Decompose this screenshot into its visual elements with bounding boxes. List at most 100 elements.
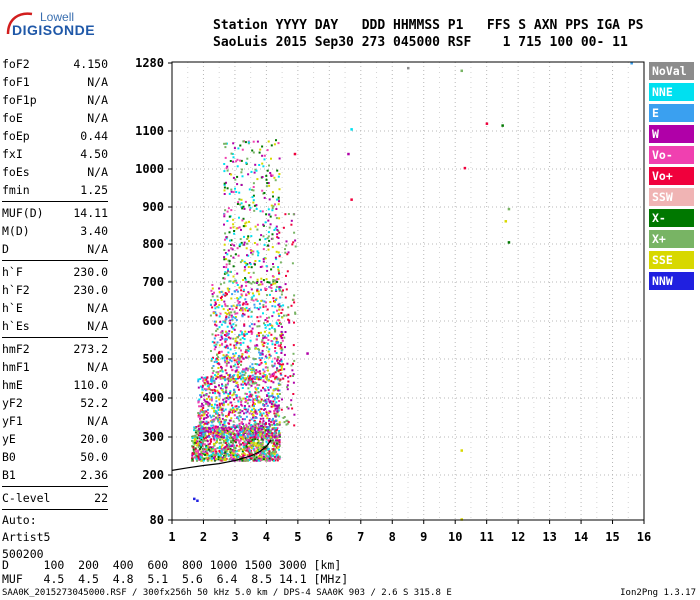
echo-point [233, 398, 235, 401]
echo-point [245, 424, 248, 427]
echo-point [248, 442, 251, 445]
echo-point [239, 261, 242, 264]
echo-point [218, 421, 221, 424]
echo-point [215, 453, 218, 456]
echo-point [277, 414, 280, 417]
echo-point [257, 391, 260, 394]
param-row: fmin 1.25 [2, 181, 108, 199]
echo-point [254, 375, 257, 378]
echo-point [262, 386, 264, 389]
echo-point [257, 455, 260, 458]
echo-point [259, 401, 262, 404]
echo-point [253, 382, 256, 385]
echo-point [251, 431, 254, 434]
echo-point [229, 160, 232, 162]
echo-point [236, 416, 239, 419]
echo-point [238, 304, 241, 307]
legend-item-w: W [649, 125, 694, 143]
x-tick-label: 5 [294, 530, 301, 544]
echo-point [261, 357, 264, 360]
echo-point [277, 268, 280, 271]
sporadic-point [630, 62, 633, 65]
echo-point [217, 356, 219, 359]
echo-point [278, 315, 281, 317]
echo-point [212, 432, 215, 435]
echo-point [209, 446, 212, 449]
echo-point [223, 359, 226, 362]
echo-point [250, 410, 253, 413]
echo-point [230, 366, 233, 369]
echo-point [223, 419, 226, 422]
echo-point [279, 305, 282, 308]
echo-point [197, 453, 200, 456]
echo-point [232, 352, 235, 355]
param-value: 2.36 [80, 468, 108, 482]
echo-point [245, 356, 247, 359]
echo-point [250, 315, 253, 318]
echo-point [240, 286, 243, 289]
echo-point [221, 413, 224, 416]
echo-point [230, 445, 233, 448]
echo-point [209, 414, 212, 417]
echo-point [279, 345, 282, 347]
echo-point [205, 378, 208, 381]
echo-point [243, 241, 246, 244]
echo-point [224, 346, 227, 349]
echo-point [260, 413, 263, 416]
echo-point [262, 372, 265, 375]
echo-point [274, 371, 277, 374]
echo-point [254, 377, 257, 380]
echo-point [215, 436, 218, 438]
echo-point [225, 399, 228, 402]
echo-point [244, 459, 247, 462]
echo-point [221, 456, 224, 459]
echo-point [244, 351, 247, 354]
echo-point [244, 222, 247, 225]
echo-point [227, 207, 230, 210]
echo-point [236, 299, 239, 302]
echo-point [237, 405, 240, 408]
echo-point [235, 396, 238, 399]
echo-point [249, 436, 252, 439]
echo-point [246, 395, 248, 398]
echo-point [258, 363, 261, 366]
echo-point [260, 299, 263, 302]
echo-point [283, 353, 286, 356]
auto-artist: Artist5 [2, 530, 51, 544]
echo-point [197, 455, 200, 458]
echo-point [235, 191, 238, 193]
echo-point [274, 256, 277, 259]
echo-point [229, 428, 232, 431]
echo-point [205, 429, 207, 432]
echo-point [232, 453, 235, 456]
echo-point [265, 411, 268, 414]
echo-point [280, 334, 283, 337]
echo-point [240, 206, 243, 209]
echo-point [273, 229, 276, 231]
echo-point [264, 458, 266, 461]
echo-point [200, 446, 202, 449]
echo-point [275, 290, 278, 292]
echo-point [218, 414, 221, 417]
y-tick-label: 1280 [135, 56, 164, 70]
echo-point [251, 400, 254, 403]
echo-point [202, 404, 205, 407]
echo-point [264, 355, 267, 358]
echo-point [241, 303, 244, 306]
echo-point [257, 320, 260, 323]
echo-point [223, 446, 226, 449]
echo-point [274, 415, 277, 418]
echo-point [276, 447, 279, 450]
echo-point [283, 416, 286, 418]
echo-point [250, 378, 253, 381]
echo-point [278, 400, 281, 402]
echo-point [201, 452, 204, 455]
echo-point [235, 289, 238, 291]
echo-point [238, 362, 240, 365]
echo-point [271, 315, 274, 318]
echo-point [229, 356, 231, 359]
echo-point [238, 445, 241, 448]
parameters-panel: foF2 4.150 foF1 N/A foF1p N/A foE N/A foEp 0.44 fx… [2, 55, 108, 563]
param-row: h`F2 230.0 [2, 281, 108, 299]
echo-point [229, 447, 232, 450]
